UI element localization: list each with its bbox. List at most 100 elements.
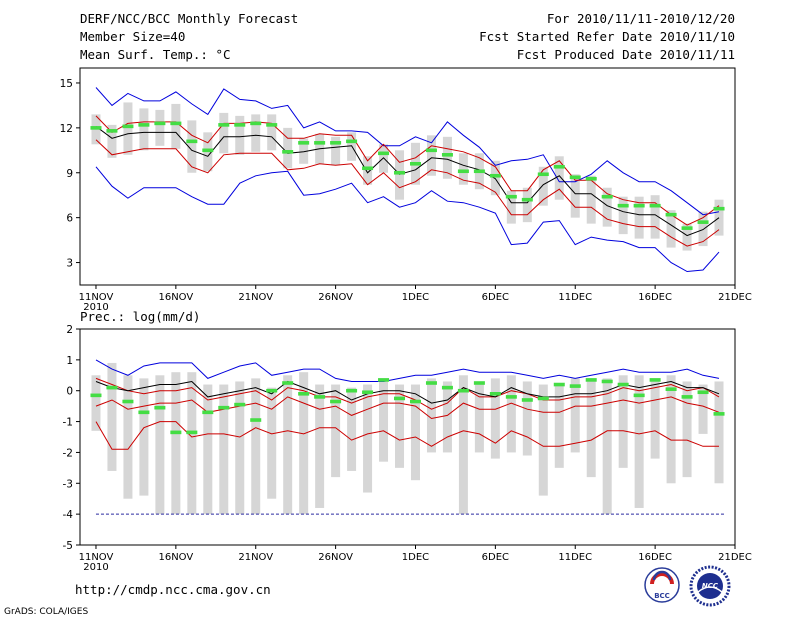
undefined-range-box — [666, 210, 676, 248]
undefined-range-box — [315, 384, 325, 508]
undefined-range-box — [107, 362, 117, 471]
undefined-range-box — [714, 199, 724, 236]
prec-ensemble-marker — [250, 418, 262, 422]
temp-series-max — [95, 87, 720, 216]
bcc-logo-arc-blue — [652, 570, 672, 581]
y-tick-label: 15 — [60, 78, 73, 90]
undefined-range-box — [522, 187, 532, 223]
x-year-label: 2010 — [83, 562, 108, 573]
undefined-range-box — [107, 124, 117, 158]
prec-ensemble-marker — [314, 395, 326, 399]
temp-ensemble-marker — [585, 176, 597, 181]
undefined-range-box — [91, 375, 101, 431]
temp-ensemble-marker — [425, 148, 437, 153]
undefined-range-box — [331, 136, 341, 166]
temp-ensemble-marker — [521, 197, 533, 202]
undefined-range-box — [442, 381, 452, 453]
undefined-range-box — [283, 127, 293, 169]
y-tick-label: 0 — [66, 386, 73, 398]
undefined-range-box — [203, 384, 213, 515]
undefined-range-box — [426, 378, 436, 453]
prec-ensemble-marker — [681, 395, 693, 399]
prec-series-min — [95, 421, 719, 450]
website-url[interactable]: http://cmdp.ncc.cma.gov.cn — [75, 582, 271, 597]
prec-ensemble-marker — [106, 385, 118, 390]
undefined-range-box — [698, 384, 708, 434]
temp-ensemble-marker — [713, 206, 725, 211]
temp-ensemble-marker — [362, 166, 374, 171]
x-tick-label: 16NOV — [158, 552, 193, 563]
undefined-range-box — [682, 223, 692, 251]
y-tick-label: -3 — [63, 478, 73, 490]
start-date: Fcst Started Refer Date 2010/11/10 — [479, 29, 735, 44]
bcc-logo-arc-red — [650, 572, 674, 585]
undefined-range-box — [139, 108, 149, 151]
prec-ensemble-marker — [537, 396, 549, 401]
undefined-range-box — [410, 384, 420, 481]
temp-ensemble-marker — [250, 121, 262, 126]
undefined-range-box — [490, 378, 500, 459]
temp-ensemble-marker — [697, 220, 709, 224]
temp-ensemble-marker — [441, 153, 453, 157]
temp-ensemble-marker — [569, 175, 581, 180]
prec-ensemble-marker — [649, 378, 661, 382]
temp-ensemble-marker — [617, 203, 629, 208]
temp-ensemble-marker — [378, 151, 390, 156]
ncc-logo: NCC — [689, 565, 731, 607]
y-tick-label: 6 — [66, 213, 73, 225]
temp-ensemble-marker — [553, 164, 565, 169]
figure-title: DERF/NCC/BCC Monthly Forecast — [80, 11, 298, 26]
prec-ensemble-marker — [266, 388, 278, 393]
forecast-period: For 2010/11/11-2010/12/20 — [547, 11, 735, 26]
temp-ensemble-marker — [154, 121, 166, 126]
undefined-range-box — [570, 378, 580, 453]
undefined-range-box — [682, 381, 692, 478]
prec-ensemble-marker — [633, 393, 645, 398]
y-tick-label: -5 — [63, 540, 73, 552]
undefined-range-box — [650, 378, 660, 459]
prec-ensemble-marker — [378, 378, 390, 382]
undefined-range-box — [395, 384, 405, 468]
undefined-range-box — [442, 136, 452, 179]
temp-ensemble-marker — [186, 139, 198, 144]
temperature-panel: 3 6 9 12 15 11NOV 16NOV 21NOV 26NOV 1DEC 6DEC 11DEC… — [60, 67, 752, 313]
temp-ensemble-marker — [330, 141, 342, 145]
prec-ensemble-marker — [138, 410, 150, 415]
undefined-range-box — [714, 381, 724, 484]
undefined-range-box — [522, 381, 532, 456]
undefined-range-box — [474, 384, 484, 453]
undefined-range-box — [187, 120, 197, 173]
variable-label: Mean Surf. Temp.: °C — [80, 47, 231, 62]
prec-ensemble-marker — [441, 385, 453, 390]
x-tick-label: 11DEC — [558, 292, 592, 303]
undefined-range-box — [666, 375, 676, 484]
prec-ensemble-marker — [665, 387, 677, 391]
prec-ensemble-marker — [505, 395, 517, 399]
temp-ensemble-marker — [505, 194, 517, 199]
undefined-range-box — [618, 375, 628, 468]
undefined-range-box — [219, 112, 229, 154]
temp-ensemble-marker — [298, 141, 310, 145]
temp-ensemble-marker — [537, 172, 549, 177]
prec-ensemble-marker — [409, 399, 421, 404]
temp-ensemble-marker — [122, 124, 134, 129]
y-tick-label: -4 — [63, 509, 74, 521]
prec-ensemble-marker — [617, 382, 629, 387]
undefined-range-box — [299, 138, 309, 164]
temp-ensemble-marker — [394, 170, 406, 175]
temp-ensemble-marker — [314, 141, 326, 145]
temp-ensemble-marker — [681, 226, 693, 230]
temp-ensemble-marker — [170, 121, 182, 126]
undefined-range-box — [490, 160, 500, 196]
temp-ensemble-marker — [218, 123, 230, 127]
prec-ensemble-marker — [234, 402, 246, 407]
temp-series-lower — [95, 139, 720, 247]
prec-series-max — [95, 359, 720, 382]
prec-ensemble-marker — [697, 390, 709, 395]
prec-ensemble-marker — [521, 398, 533, 402]
prec-ensemble-marker — [489, 392, 501, 396]
undefined-range-box — [506, 190, 516, 224]
prec-ensemble-marker — [202, 410, 214, 415]
prec-ensemble-marker — [394, 396, 406, 401]
